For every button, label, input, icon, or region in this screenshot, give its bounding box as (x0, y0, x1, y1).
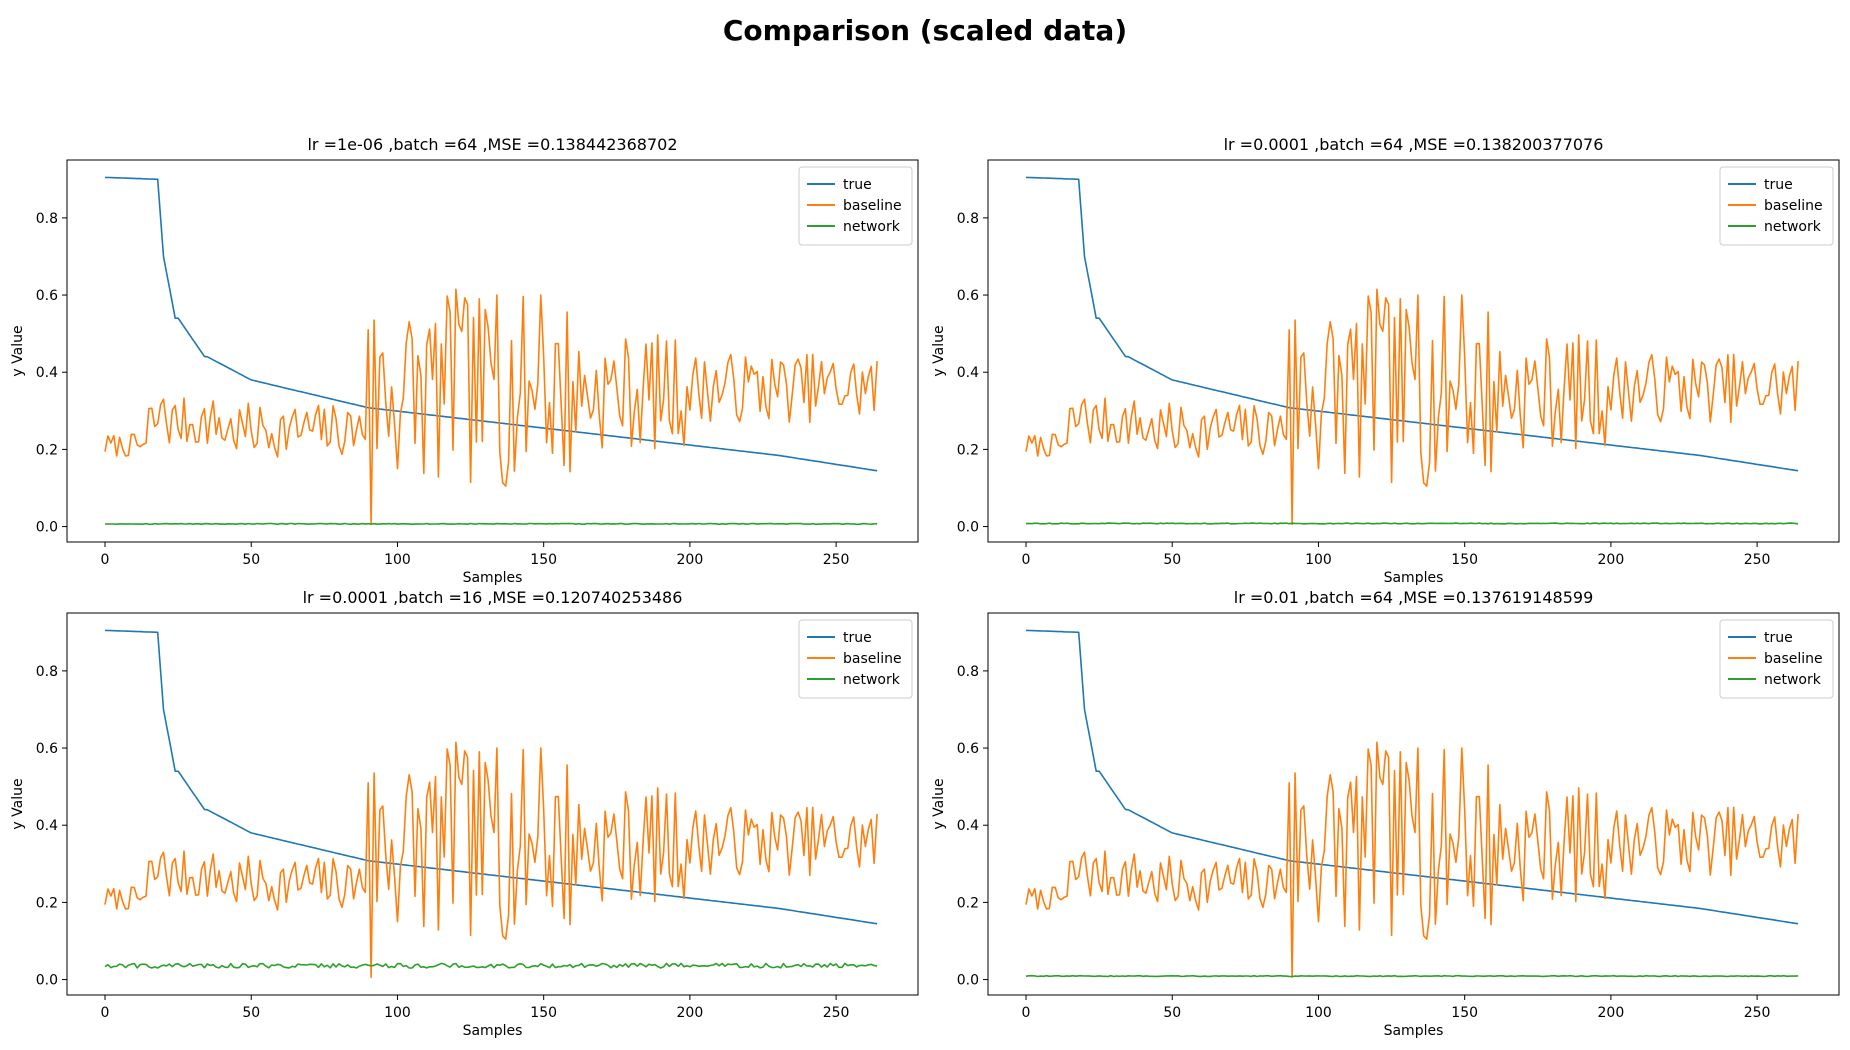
legend-label-baseline: baseline (843, 198, 902, 214)
series-line-true (104, 176, 878, 472)
x-tick-label: 100 (1305, 552, 1332, 568)
series-line-network (1025, 522, 1799, 525)
subplot-title: lr =1e-06 ,batch =64 ,MSE =0.13844236870… (307, 135, 677, 154)
series-line-baseline (104, 288, 878, 526)
axes-frame (66, 612, 919, 996)
y-axis-label: y Value (931, 778, 947, 829)
x-tick-label: 250 (1744, 552, 1771, 568)
x-tick-label: 0 (101, 1005, 110, 1021)
y-tick-label: 0.0 (957, 973, 979, 989)
x-tick-label: 150 (530, 552, 557, 568)
x-tick-label: 150 (1451, 552, 1478, 568)
x-tick-label: 100 (384, 552, 411, 568)
y-tick-label: 0.6 (36, 741, 58, 757)
y-tick-label: 0.2 (36, 895, 58, 911)
x-tick-label: 50 (242, 552, 260, 568)
series-line-true (104, 629, 878, 925)
axes-frame (66, 159, 919, 543)
x-tick-label: 100 (1305, 1005, 1332, 1021)
y-tick-label: 0.8 (36, 211, 58, 227)
y-axis-label: y Value (10, 778, 26, 829)
x-tick-label: 50 (1163, 1005, 1181, 1021)
y-tick-label: 0.0 (957, 520, 979, 536)
y-tick-label: 0.6 (957, 741, 979, 757)
subplot-title: lr =0.01 ,batch =64 ,MSE =0.137619148599 (1234, 588, 1594, 607)
legend-label-network: network (1764, 672, 1822, 688)
x-axis-label: Samples (1384, 570, 1444, 586)
subplot-1: lr =1e-06 ,batch =64 ,MSE =0.13844236870… (10, 135, 919, 586)
y-tick-label: 0.2 (36, 442, 58, 458)
legend-label-true: true (843, 630, 872, 646)
y-tick-label: 0.8 (36, 664, 58, 680)
x-axis-label: Samples (463, 570, 523, 586)
legend-label-true: true (1764, 177, 1793, 193)
y-axis-label: y Value (10, 325, 26, 376)
x-tick-label: 200 (1598, 552, 1625, 568)
x-tick-label: 100 (384, 1005, 411, 1021)
legend-label-baseline: baseline (843, 651, 902, 667)
series-line-network (1025, 974, 1799, 978)
y-tick-label: 0.2 (957, 442, 979, 458)
y-tick-label: 0.4 (36, 818, 58, 834)
subplot-3: lr =0.0001 ,batch =16 ,MSE =0.1207402534… (10, 588, 919, 1039)
x-tick-label: 50 (242, 1005, 260, 1021)
axes-frame (987, 159, 1840, 543)
y-tick-label: 0.0 (36, 973, 58, 989)
x-tick-label: 0 (1022, 1005, 1031, 1021)
y-tick-label: 0.2 (957, 895, 979, 911)
legend-label-network: network (843, 672, 901, 688)
series-line-baseline (104, 741, 878, 979)
x-tick-label: 250 (1744, 1005, 1771, 1021)
legend-label-network: network (843, 219, 901, 235)
legend-label-baseline: baseline (1764, 651, 1823, 667)
x-tick-label: 250 (823, 552, 850, 568)
y-tick-label: 0.6 (957, 288, 979, 304)
x-tick-label: 200 (1598, 1005, 1625, 1021)
series-line-true (1025, 176, 1799, 472)
subplot-4: lr =0.01 ,batch =64 ,MSE =0.137619148599… (931, 588, 1840, 1039)
series-line-network (104, 522, 878, 526)
y-tick-label: 0.4 (957, 818, 979, 834)
figure-title: Comparison (scaled data) (722, 14, 1128, 47)
subplot-2: lr =0.0001 ,batch =64 ,MSE =0.1382003770… (931, 135, 1840, 586)
y-tick-label: 0.8 (957, 664, 979, 680)
y-axis-label: y Value (931, 325, 947, 376)
axes-frame (987, 612, 1840, 996)
y-tick-label: 0.8 (957, 211, 979, 227)
x-tick-label: 200 (677, 1005, 704, 1021)
series-line-network (104, 962, 878, 969)
legend-label-true: true (1764, 630, 1793, 646)
y-tick-label: 0.4 (36, 365, 58, 381)
y-tick-label: 0.4 (957, 365, 979, 381)
subplot-title: lr =0.0001 ,batch =16 ,MSE =0.1207402534… (303, 588, 683, 607)
legend-label-baseline: baseline (1764, 198, 1823, 214)
x-tick-label: 0 (101, 552, 110, 568)
legend-label-true: true (843, 177, 872, 193)
x-tick-label: 0 (1022, 552, 1031, 568)
x-axis-label: Samples (463, 1023, 523, 1039)
x-tick-label: 150 (1451, 1005, 1478, 1021)
x-tick-label: 200 (677, 552, 704, 568)
series-line-baseline (1025, 288, 1799, 526)
x-axis-label: Samples (1384, 1023, 1444, 1039)
series-line-baseline (1025, 741, 1799, 979)
series-line-true (1025, 629, 1799, 925)
y-tick-label: 0.0 (36, 520, 58, 536)
x-tick-label: 50 (1163, 552, 1181, 568)
subplot-title: lr =0.0001 ,batch =64 ,MSE =0.1382003770… (1224, 135, 1604, 154)
x-tick-label: 250 (823, 1005, 850, 1021)
legend-label-network: network (1764, 219, 1822, 235)
y-tick-label: 0.6 (36, 288, 58, 304)
x-tick-label: 150 (530, 1005, 557, 1021)
